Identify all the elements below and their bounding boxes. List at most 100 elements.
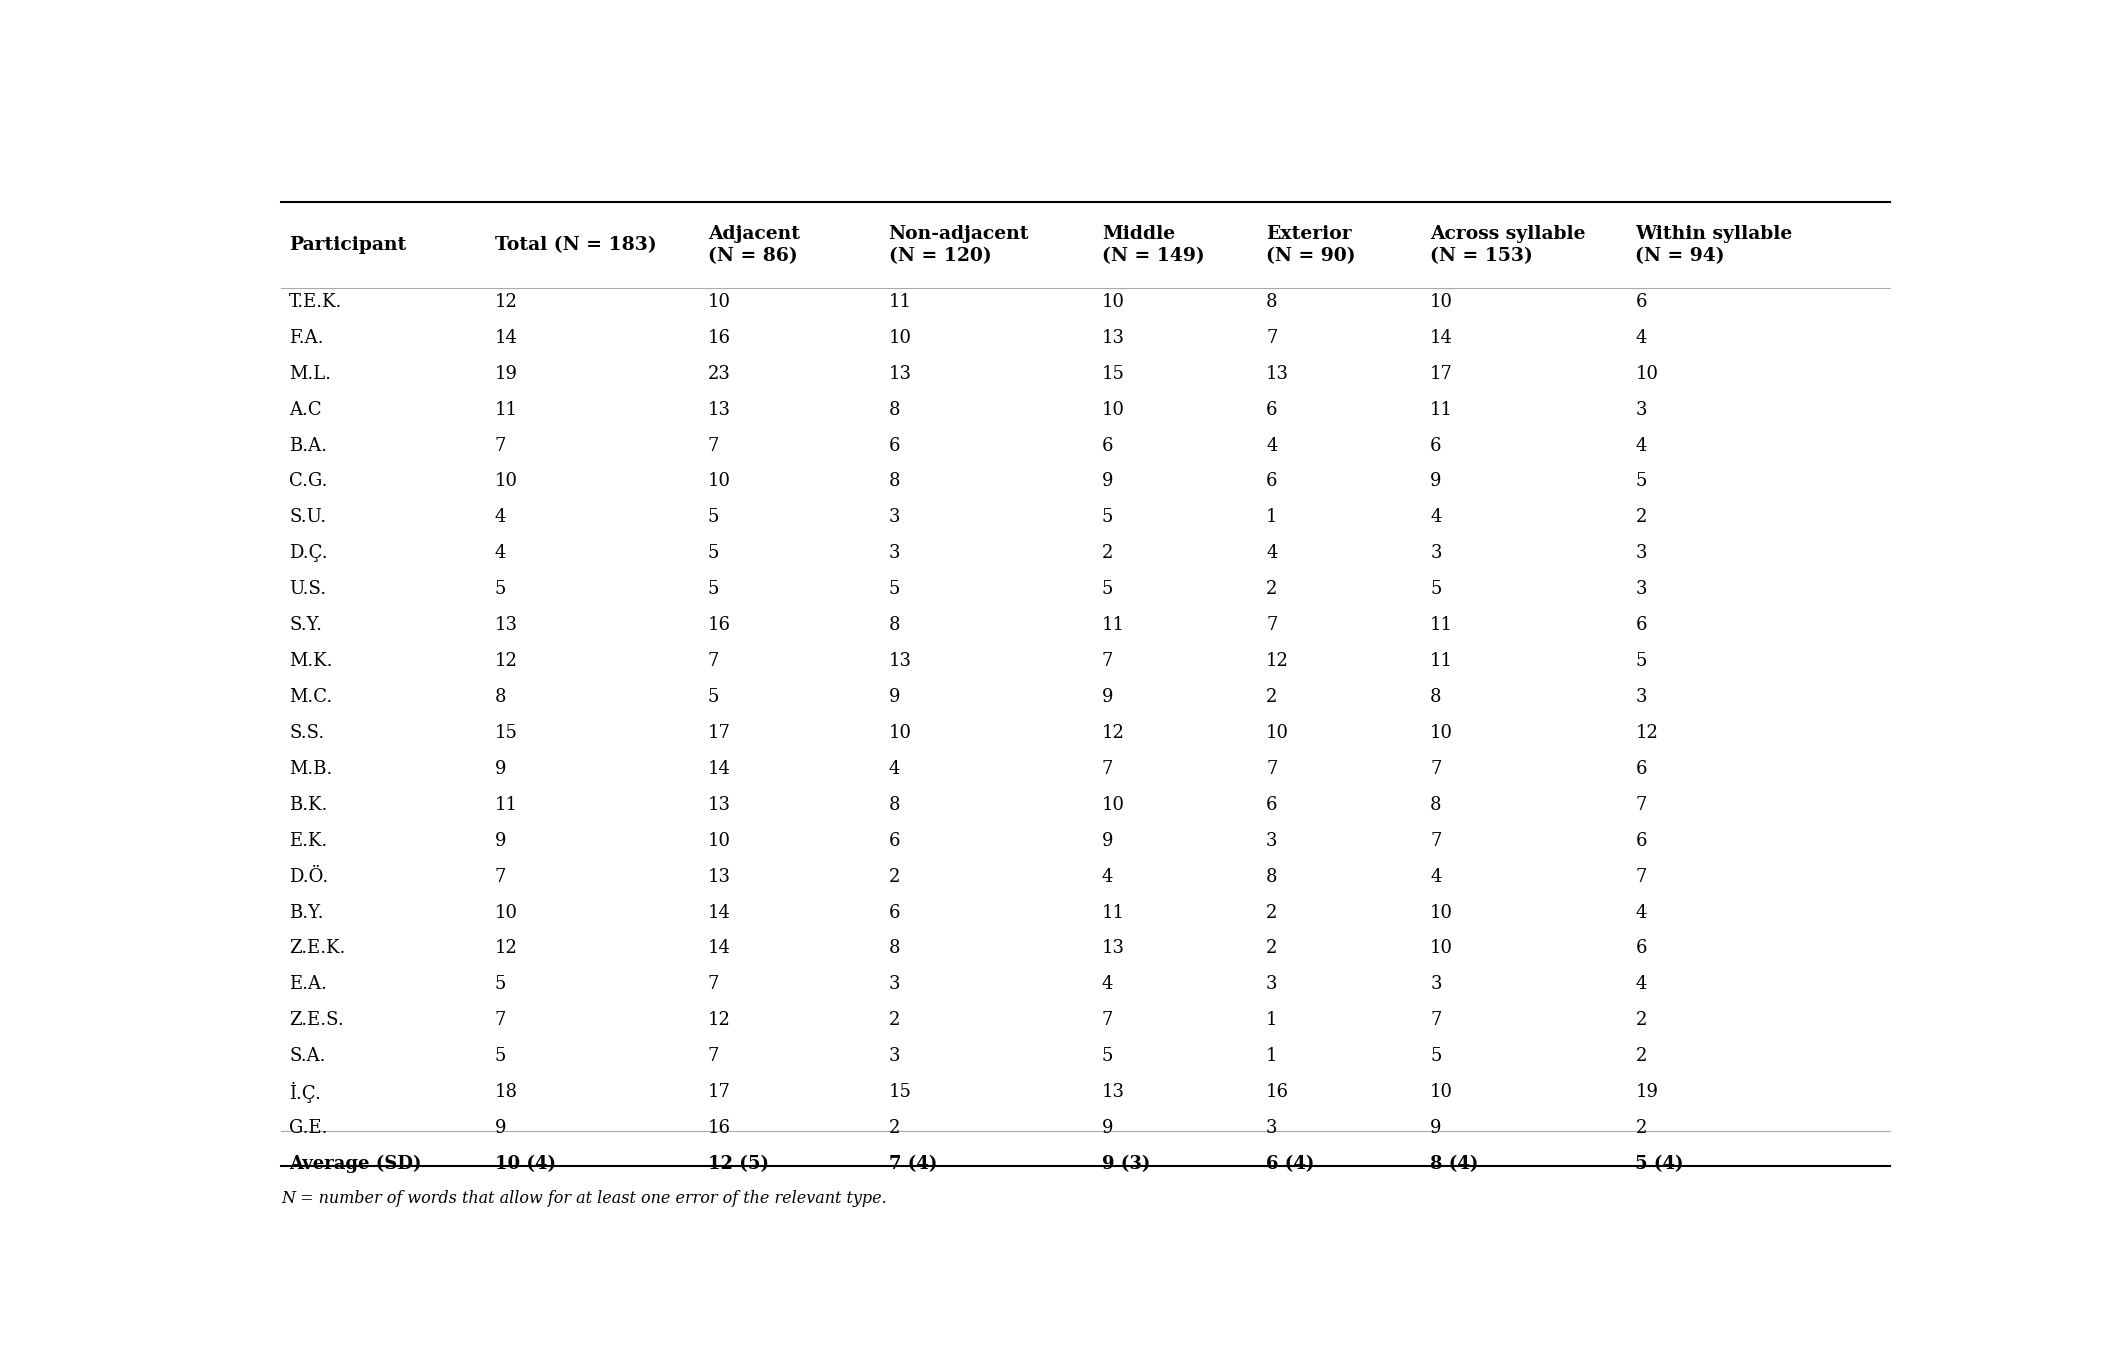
- Text: 7: 7: [1267, 760, 1277, 778]
- Text: U.S.: U.S.: [290, 580, 326, 598]
- Text: 9: 9: [1101, 472, 1114, 490]
- Text: 13: 13: [1101, 329, 1125, 347]
- Text: 10: 10: [707, 831, 731, 849]
- Text: 10: 10: [1430, 904, 1453, 922]
- Text: 7: 7: [1101, 760, 1114, 778]
- Text: 3: 3: [1267, 975, 1277, 993]
- Text: N = number of words that allow for at least one error of the relevant type.: N = number of words that allow for at le…: [282, 1190, 887, 1207]
- Text: 4: 4: [1267, 545, 1277, 563]
- Text: 7: 7: [707, 652, 720, 670]
- Text: 15: 15: [890, 1083, 911, 1102]
- Text: 7: 7: [496, 436, 506, 454]
- Text: 5: 5: [707, 545, 720, 563]
- Text: 3: 3: [890, 545, 900, 563]
- Text: Z.E.S.: Z.E.S.: [290, 1011, 343, 1029]
- Text: 5: 5: [707, 687, 720, 707]
- Text: 3: 3: [1635, 580, 1648, 598]
- Text: 15: 15: [1101, 365, 1125, 383]
- Text: 3: 3: [1267, 1120, 1277, 1137]
- Text: 12: 12: [707, 1011, 731, 1029]
- Text: 6: 6: [890, 436, 900, 454]
- Text: 5: 5: [1635, 652, 1646, 670]
- Text: B.K.: B.K.: [290, 796, 328, 814]
- Text: 4: 4: [1101, 975, 1114, 993]
- Text: 7: 7: [1635, 867, 1646, 885]
- Text: 18: 18: [496, 1083, 517, 1102]
- Text: 3: 3: [1430, 545, 1442, 563]
- Text: 4: 4: [1430, 867, 1442, 885]
- Text: Total (N = 183): Total (N = 183): [496, 236, 657, 254]
- Text: 10: 10: [496, 472, 517, 490]
- Text: 6: 6: [1267, 796, 1277, 814]
- Text: 7: 7: [496, 867, 506, 885]
- Text: 5: 5: [1430, 1047, 1442, 1065]
- Text: 11: 11: [1101, 616, 1125, 634]
- Text: 8: 8: [890, 616, 900, 634]
- Text: 10 (4): 10 (4): [496, 1155, 555, 1173]
- Text: 6: 6: [1635, 940, 1648, 958]
- Text: 9: 9: [496, 1120, 506, 1137]
- Text: 5: 5: [707, 509, 720, 527]
- Text: 12: 12: [496, 292, 517, 311]
- Text: 8: 8: [1430, 796, 1442, 814]
- Text: 7: 7: [1635, 796, 1646, 814]
- Text: 9 (3): 9 (3): [1101, 1155, 1150, 1173]
- Text: 5: 5: [1101, 509, 1114, 527]
- Text: 2: 2: [1267, 904, 1277, 922]
- Text: 6: 6: [1635, 616, 1648, 634]
- Text: 8: 8: [890, 940, 900, 958]
- Text: 9: 9: [1101, 687, 1114, 707]
- Text: 5: 5: [1635, 472, 1646, 490]
- Text: 2: 2: [1267, 940, 1277, 958]
- Text: 19: 19: [496, 365, 517, 383]
- Text: 6: 6: [1267, 401, 1277, 418]
- Text: C.G.: C.G.: [290, 472, 328, 490]
- Text: 5: 5: [496, 580, 506, 598]
- Text: 7: 7: [1267, 329, 1277, 347]
- Text: 6: 6: [1101, 436, 1114, 454]
- Text: Exterior
(N = 90): Exterior (N = 90): [1267, 225, 1356, 265]
- Text: 7: 7: [1101, 1011, 1114, 1029]
- Text: 17: 17: [707, 1083, 731, 1102]
- Text: 17: 17: [707, 724, 731, 742]
- Text: 11: 11: [496, 401, 517, 418]
- Text: S.Y.: S.Y.: [290, 616, 322, 634]
- Text: Average (SD): Average (SD): [290, 1155, 421, 1173]
- Text: 7: 7: [707, 1047, 720, 1065]
- Text: 11: 11: [890, 292, 911, 311]
- Text: 8: 8: [890, 401, 900, 418]
- Text: 7: 7: [1101, 652, 1114, 670]
- Text: 2: 2: [890, 1120, 900, 1137]
- Text: D.Ö.: D.Ö.: [290, 867, 328, 885]
- Text: M.K.: M.K.: [290, 652, 333, 670]
- Text: 10: 10: [1101, 292, 1125, 311]
- Text: 9: 9: [1430, 1120, 1442, 1137]
- Text: 4: 4: [1635, 329, 1646, 347]
- Text: 9: 9: [1101, 831, 1114, 849]
- Text: 10: 10: [1101, 401, 1125, 418]
- Text: 5: 5: [1101, 580, 1114, 598]
- Text: M.B.: M.B.: [290, 760, 333, 778]
- Text: 12: 12: [496, 652, 517, 670]
- Text: 7: 7: [707, 975, 720, 993]
- Text: 4: 4: [1635, 904, 1646, 922]
- Text: 2: 2: [1635, 509, 1646, 527]
- Text: Middle
(N = 149): Middle (N = 149): [1101, 225, 1205, 265]
- Text: 7: 7: [1430, 760, 1442, 778]
- Text: 1: 1: [1267, 1011, 1277, 1029]
- Text: 10: 10: [1430, 724, 1453, 742]
- Text: S.S.: S.S.: [290, 724, 324, 742]
- Text: E.A.: E.A.: [290, 975, 328, 993]
- Text: 11: 11: [1430, 401, 1453, 418]
- Text: M.C.: M.C.: [290, 687, 333, 707]
- Text: M.L.: M.L.: [290, 365, 330, 383]
- Text: 23: 23: [707, 365, 731, 383]
- Text: 13: 13: [890, 365, 911, 383]
- Text: 13: 13: [1267, 365, 1290, 383]
- Text: 6: 6: [1635, 292, 1648, 311]
- Text: 7: 7: [1430, 1011, 1442, 1029]
- Text: 5: 5: [1101, 1047, 1114, 1065]
- Text: 12: 12: [496, 940, 517, 958]
- Text: 14: 14: [707, 940, 731, 958]
- Text: 2: 2: [1635, 1120, 1646, 1137]
